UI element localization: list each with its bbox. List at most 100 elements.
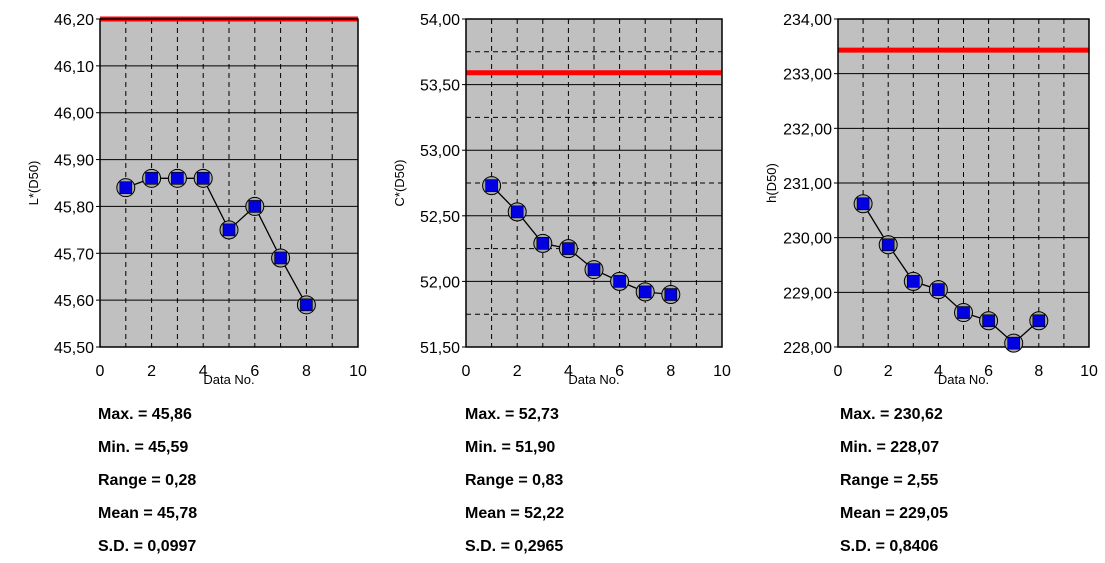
x-tick-label: 4 [564,363,573,380]
stat-sd: S.D. = 0,2965 [465,538,564,555]
data-point-square [300,298,313,312]
data-point [610,271,630,291]
x-tick-label: 10 [1080,363,1098,380]
data-point [507,202,527,222]
y-tick-label: 52,00 [420,274,460,291]
data-point-square [485,179,498,192]
data-point-square [906,275,920,288]
y-tick-label: 54,00 [420,12,460,29]
data-point-square [510,205,524,219]
data-point-square [881,238,895,252]
data-point-square [536,237,550,250]
x-tick-label: 4 [199,363,208,380]
x-axis-label: Data No. [568,372,619,387]
stat-max: Max. = 230,62 [840,406,943,423]
x-axis-label: Data No. [938,372,989,387]
y-axis-label: C*(D50) [392,160,407,207]
data-point-square [1032,314,1046,328]
y-tick-label: 51,50 [420,340,460,357]
x-tick-label: 6 [984,363,993,380]
x-tick-label: 8 [1034,363,1043,380]
x-tick-label: 6 [250,363,259,380]
x-tick-label: 2 [513,363,522,380]
y-tick-label: 45,80 [54,199,94,216]
x-tick-label: 4 [934,363,943,380]
stat-max: Max. = 45,86 [98,406,192,423]
data-point-square [664,288,678,301]
data-point [245,196,265,216]
data-point [219,220,239,240]
stats-panel-c: Max. = 52,73 Min. = 51,90 Range = 0,83 M… [465,398,564,563]
y-axis-label: L*(D50) [26,161,41,206]
x-tick-label: 8 [302,363,311,380]
data-point-square [957,306,970,319]
y-tick-label: 228,00 [783,340,832,357]
data-point [193,168,213,188]
x-tick-label: 0 [96,363,105,380]
plot-frame [99,18,359,348]
stat-max: Max. = 52,73 [465,406,559,423]
stat-range: Range = 2,55 [840,472,939,489]
stat-sd: S.D. = 0,8406 [840,538,939,555]
y-tick-label: 234,00 [783,12,832,29]
stat-range: Range = 0,83 [465,472,564,489]
data-point [533,233,553,253]
data-point-square [119,181,133,194]
y-tick-label: 53,50 [420,78,460,95]
y-tick-label: 229,00 [783,285,832,302]
y-tick-label: 232,00 [783,121,832,138]
y-tick-label: 45,70 [54,246,94,263]
data-point [661,285,681,305]
chart-l: 45,50 45,60 45,70 45,80 45,90 46,00 46,10 46,20… [26,12,367,387]
data-point [296,295,316,315]
data-point-square [171,172,184,185]
data-point-square [932,283,945,296]
data-point-square [1007,336,1021,350]
data-point [584,260,604,280]
x-tick-label: 6 [615,363,624,380]
data-point [1029,311,1049,331]
data-point [142,168,162,188]
y-tick-label: 45,60 [54,293,94,310]
data-point-square [856,197,870,211]
y-tick-label: 46,10 [54,59,94,76]
data-point [903,271,923,291]
stats-panel-l: Max. = 45,86 Min. = 45,59 Range = 0,28 M… [98,398,197,563]
data-point [482,176,502,196]
x-tick-label: 2 [884,363,893,380]
x-axis-label: Data No. [203,372,254,387]
x-tick-label: 8 [666,363,675,380]
data-point-square [248,200,262,213]
data-point [853,194,873,214]
stat-mean: Mean = 45,78 [98,505,198,522]
stat-mean: Mean = 229,05 [840,505,949,522]
y-tick-label: 52,50 [420,209,460,226]
x-tick-label: 0 [834,363,843,380]
chart-h: 228,00 229,00 230,00 231,00 232,00 233,00 234,… [764,12,1098,387]
y-tick-label: 46,20 [54,12,94,29]
data-point [954,303,973,323]
data-point [271,248,291,268]
y-tick-label: 230,00 [783,231,832,248]
data-point [1004,333,1024,353]
stats-panel-h: Max. = 230,62 Min. = 228,07 Range = 2,55… [840,398,948,563]
x-tick-label: 0 [462,363,471,380]
data-point [167,168,187,188]
y-tick-label: 231,00 [783,176,832,193]
data-point-square [196,172,210,185]
y-tick-label: 46,00 [54,106,94,123]
y-axis-label: h(D50) [764,163,779,203]
data-point [116,178,136,198]
x-tick-label: 2 [147,363,156,380]
x-tick-label: 10 [349,363,367,380]
x-tick-label: 10 [713,363,731,380]
stat-min: Min. = 45,59 [98,439,189,456]
data-point-square [613,275,626,288]
data-point-square [982,314,995,328]
y-tick-label: 45,90 [54,153,94,170]
data-point-square [274,251,287,265]
data-point-square [638,285,652,299]
data-point-square [145,172,158,185]
data-point-square [587,263,601,276]
stat-min: Min. = 228,07 [840,439,940,456]
